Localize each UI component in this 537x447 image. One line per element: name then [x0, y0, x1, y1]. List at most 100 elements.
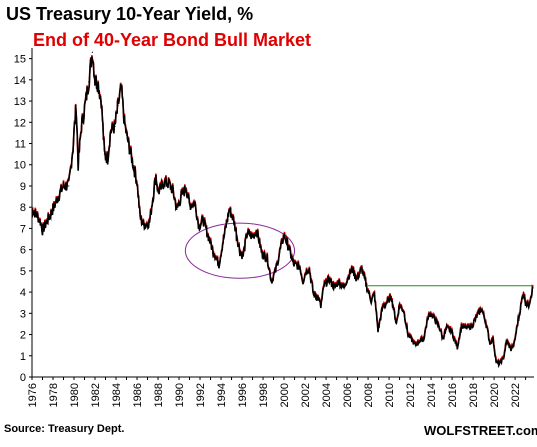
data-point — [142, 223, 144, 225]
x-tick-label: 1978 — [48, 383, 60, 407]
x-tick-label: 2014 — [426, 383, 438, 407]
data-point — [414, 344, 416, 346]
data-point — [489, 342, 491, 344]
x-tick-label: 1982 — [90, 383, 102, 407]
data-point — [398, 304, 401, 306]
x-tick-label: 1984 — [111, 383, 123, 407]
data-point — [233, 219, 235, 221]
data-point — [465, 327, 467, 329]
data-point — [157, 191, 159, 193]
x-tick-label: 2002 — [300, 383, 312, 407]
data-point — [149, 221, 151, 223]
data-point — [446, 327, 448, 329]
data-point — [163, 181, 165, 183]
data-point — [506, 340, 508, 342]
data-point — [338, 280, 340, 283]
data-point — [270, 280, 273, 283]
data-point — [160, 187, 162, 189]
data-point — [194, 202, 196, 204]
data-point — [242, 255, 244, 257]
y-tick-label: 14 — [14, 75, 26, 87]
data-point — [343, 287, 345, 289]
y-tick-label: 4 — [20, 287, 26, 299]
data-point — [292, 263, 295, 266]
data-point — [36, 215, 38, 217]
data-point — [382, 306, 384, 308]
data-point — [31, 208, 33, 210]
data-point — [167, 183, 170, 185]
x-tick-label: 2016 — [447, 383, 459, 407]
series-line — [31, 56, 534, 369]
data-point — [72, 147, 74, 149]
data-point — [366, 287, 368, 289]
data-point — [429, 312, 432, 314]
data-point — [136, 181, 138, 183]
data-point — [386, 302, 388, 304]
data-point — [185, 187, 187, 189]
data-point — [275, 270, 277, 272]
data-point — [228, 208, 231, 210]
x-tick-label: 2004 — [321, 383, 333, 407]
data-point — [279, 251, 281, 253]
x-tick-label: 1976 — [27, 383, 39, 407]
data-point — [439, 329, 442, 331]
data-point — [261, 253, 263, 255]
data-point — [188, 204, 191, 206]
x-tick-label: 1990 — [174, 383, 186, 407]
x-tick-label: 1998 — [258, 383, 270, 407]
x-tick-label: 1994 — [216, 383, 228, 407]
source-note: Source: Treasury Dept. — [4, 423, 125, 435]
data-point — [435, 321, 437, 323]
data-point — [266, 257, 268, 259]
data-point — [513, 344, 515, 346]
data-point — [328, 278, 330, 280]
data-point — [522, 291, 525, 293]
data-point — [312, 293, 315, 295]
highlight-ellipse — [184, 222, 296, 279]
data-point — [323, 285, 325, 287]
axes — [29, 48, 534, 380]
x-tick-label: 2012 — [405, 383, 417, 407]
data-point — [442, 338, 444, 340]
data-point — [120, 87, 122, 89]
data-point — [427, 316, 429, 319]
y-tick-label: 5 — [20, 266, 26, 278]
data-point — [480, 308, 483, 310]
data-point — [355, 278, 358, 280]
data-point — [114, 125, 116, 128]
data-point — [176, 208, 178, 210]
data-point — [370, 299, 372, 302]
x-tick-label: 1986 — [132, 383, 144, 407]
data-point — [47, 219, 49, 221]
data-point — [75, 104, 77, 106]
data-point — [207, 236, 210, 238]
data-point — [492, 338, 494, 340]
y-tick-label: 2 — [20, 330, 26, 342]
y-tick-label: 6 — [20, 245, 26, 257]
y-tick-label: 7 — [20, 223, 26, 235]
data-point — [390, 295, 392, 297]
x-tick-label: 1992 — [195, 383, 207, 407]
data-point — [110, 130, 112, 132]
data-point — [80, 125, 82, 128]
x-tick-label: 2010 — [384, 383, 396, 407]
data-point — [519, 308, 521, 310]
data-point — [305, 270, 307, 272]
data-point — [88, 81, 90, 83]
x-tick-label: 2006 — [342, 383, 354, 407]
chart-subtitle: End of 40-Year Bond Bull Market — [33, 30, 312, 50]
chart-title: US Treasury 10-Year Yield, % — [6, 4, 254, 24]
annotations — [184, 222, 534, 287]
y-tick-label: 15 — [14, 54, 26, 66]
series-line-highlight — [31, 55, 534, 367]
data-point — [52, 208, 54, 210]
y-tick-label: 0 — [20, 372, 26, 384]
y-tick-label: 9 — [20, 181, 26, 193]
y-tick-label: 13 — [14, 96, 26, 108]
y-tick-label: 3 — [20, 308, 26, 320]
y-tick-label: 12 — [14, 117, 26, 129]
data-point — [318, 297, 320, 300]
data-point — [155, 174, 157, 176]
x-tick-label: 2022 — [510, 383, 522, 407]
